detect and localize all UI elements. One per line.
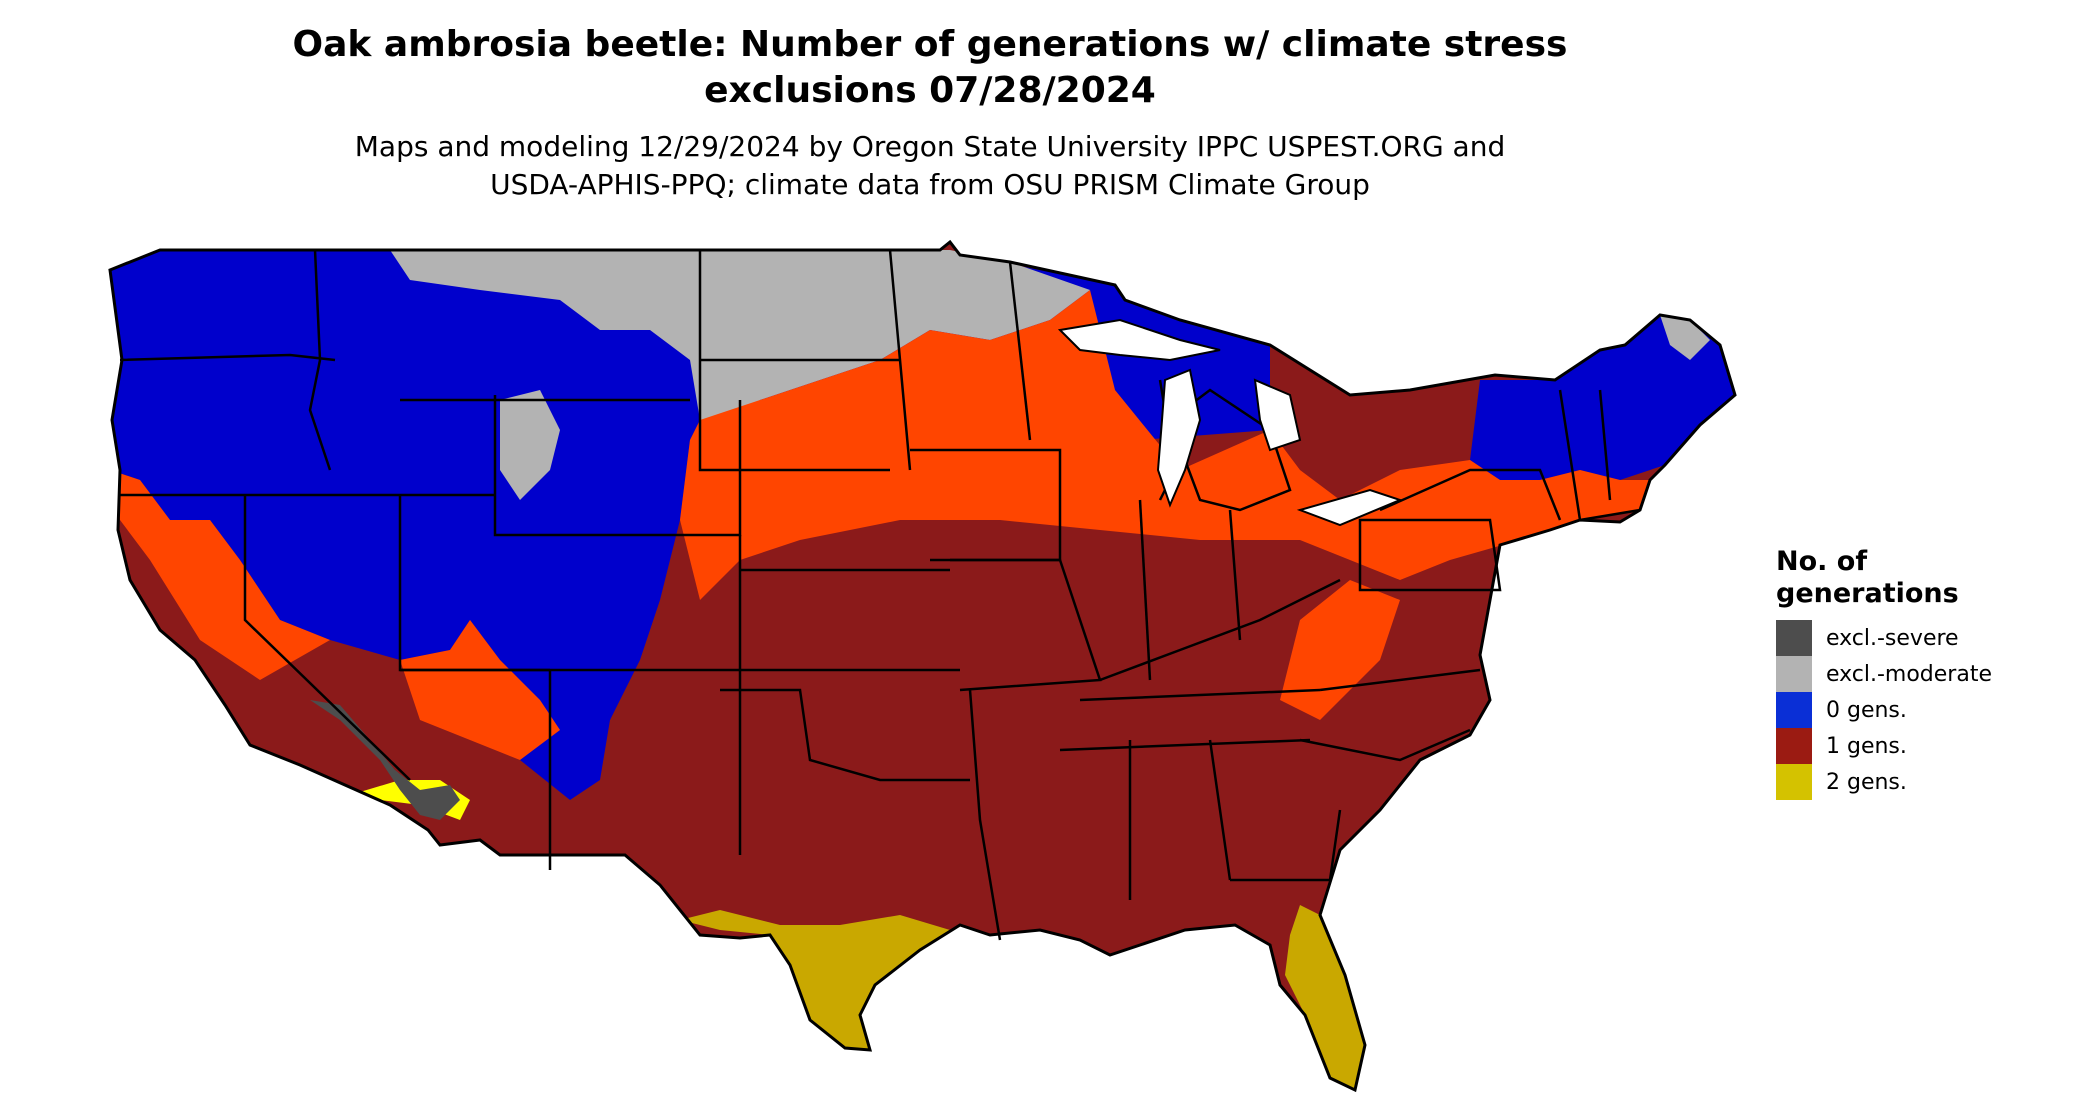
border-dakotas-east — [888, 249, 912, 471]
zone-excl-moderate-maine — [1660, 315, 1710, 360]
border-pa — [1358, 518, 1502, 592]
zone-excl-severe-desert — [310, 700, 460, 820]
map-subtitle: Maps and modeling 12/29/2024 by Oregon S… — [0, 128, 1860, 204]
legend-item-1-gens: 1 gens. — [1776, 728, 1992, 764]
lake-superior — [1057, 318, 1221, 362]
legend-item-2-gens: 2 gens. — [1776, 764, 1992, 800]
border-tn — [1079, 688, 1321, 702]
zone-zero-gen-southwest-mtn — [500, 600, 640, 800]
legend-item-0-gens: 0 gens. — [1776, 692, 1992, 728]
zone-two-gen-florida — [1285, 905, 1365, 1090]
zone-two-gen-texas-coast — [680, 910, 950, 1050]
great-lakes — [1057, 318, 1403, 527]
zone-excl-moderate-rockies — [500, 390, 560, 500]
us-generations-map — [108, 240, 1737, 1092]
border-ca-nv — [243, 495, 411, 781]
lake-michigan — [1156, 368, 1202, 508]
border-mt-ne — [698, 250, 890, 472]
zone-partial-northern-belt — [680, 290, 1650, 600]
subtitle-line-1: Maps and modeling 12/29/2024 by Oregon S… — [354, 130, 1506, 163]
subtitle-line-2: USDA-APHIS-PPQ; climate data from OSU PR… — [490, 168, 1370, 201]
legend-title-line-2: generations — [1776, 578, 1959, 609]
legend-swatch — [1776, 692, 1812, 728]
legend-swatch — [1776, 620, 1812, 656]
zone-zero-gen-northwest — [110, 250, 700, 730]
legend: No. of generations excl.-severe excl.-mo… — [1776, 546, 1992, 800]
legend-swatch — [1776, 656, 1812, 692]
legend-item-excl-severe: excl.-severe — [1776, 620, 1992, 656]
zone-partial-southwest — [400, 620, 560, 760]
legend-label: 1 gens. — [1826, 733, 1907, 759]
zone-partial-appalachia — [1280, 580, 1400, 720]
border-ga — [1230, 809, 1342, 882]
border-ny — [1379, 468, 1562, 521]
lake-erie — [1296, 488, 1403, 527]
border-il-in — [1138, 499, 1152, 681]
border-carolinas — [1299, 728, 1471, 762]
title-line-1: Oak ambrosia beetle: Number of generatio… — [292, 24, 1568, 65]
legend-title: No. of generations — [1776, 546, 1992, 610]
legend-label: excl.-moderate — [1826, 661, 1992, 687]
state-borders — [119, 249, 1641, 941]
border-michigan — [1168, 388, 1292, 512]
legend-swatch — [1776, 728, 1812, 764]
map-title: Oak ambrosia beetle: Number of generatio… — [0, 22, 1860, 114]
zone-partial-west — [110, 470, 330, 680]
zone-excl-moderate-plains — [390, 250, 1090, 440]
legend-item-excl-moderate: excl.-moderate — [1776, 656, 1992, 692]
border-vt-nh — [1598, 389, 1612, 501]
border-tx-east — [968, 689, 1002, 941]
zone-zero-gen-northeast — [1470, 315, 1735, 480]
border-ohio-river — [1099, 578, 1341, 682]
border-va — [1319, 668, 1481, 692]
border-mo — [950, 558, 1102, 692]
legend-title-line-1: No. of — [1776, 546, 1868, 577]
legend-label: excl.-severe — [1826, 625, 1959, 651]
border-new-england — [1558, 389, 1641, 522]
legend-swatch — [1776, 764, 1812, 800]
border-ms-al — [1059, 738, 1311, 752]
border-al — [1208, 739, 1232, 881]
border-ok-tx — [720, 688, 970, 782]
border-in-oh — [1228, 509, 1242, 641]
legend-label: 2 gens. — [1826, 769, 1907, 795]
border-id-west — [308, 249, 332, 471]
lake-huron — [1253, 378, 1302, 452]
legend-label: 0 gens. — [1826, 697, 1907, 723]
border-mn-wi — [1008, 261, 1032, 441]
title-line-2: exclusions 07/28/2024 — [704, 70, 1156, 111]
border-wy-box — [493, 395, 742, 537]
